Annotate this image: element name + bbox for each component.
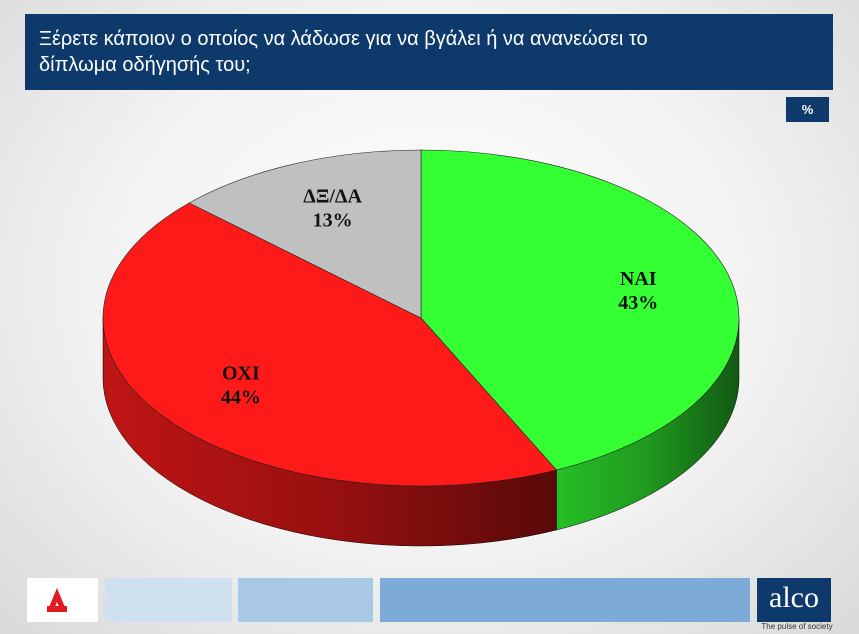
footer-bar (105, 578, 232, 622)
footer-bar (238, 578, 373, 622)
brand-logo: alco (757, 578, 831, 622)
footer-bar (380, 578, 750, 622)
chart-title: Ξέρετε κάποιον ο οποίος να λάδωσε για να… (39, 28, 648, 76)
unit-badge: % (786, 97, 829, 122)
logo (47, 588, 67, 612)
slice-value: 44% (221, 387, 261, 409)
slice-category: ΔΞ/ΔΑ (303, 186, 362, 208)
slice (420, 149, 740, 471)
slice-value: 13% (313, 210, 353, 232)
brand-tagline: The pulse of society (761, 622, 833, 631)
slice-value: 43% (618, 292, 658, 314)
slice (102, 202, 557, 487)
logo-box (27, 578, 98, 622)
slice (188, 149, 422, 319)
slice-category: OXI (222, 363, 260, 385)
title-banner: Ξέρετε κάποιον ο οποίος να λάδωσε για να… (25, 14, 833, 90)
slice-category: NAI (620, 268, 657, 290)
